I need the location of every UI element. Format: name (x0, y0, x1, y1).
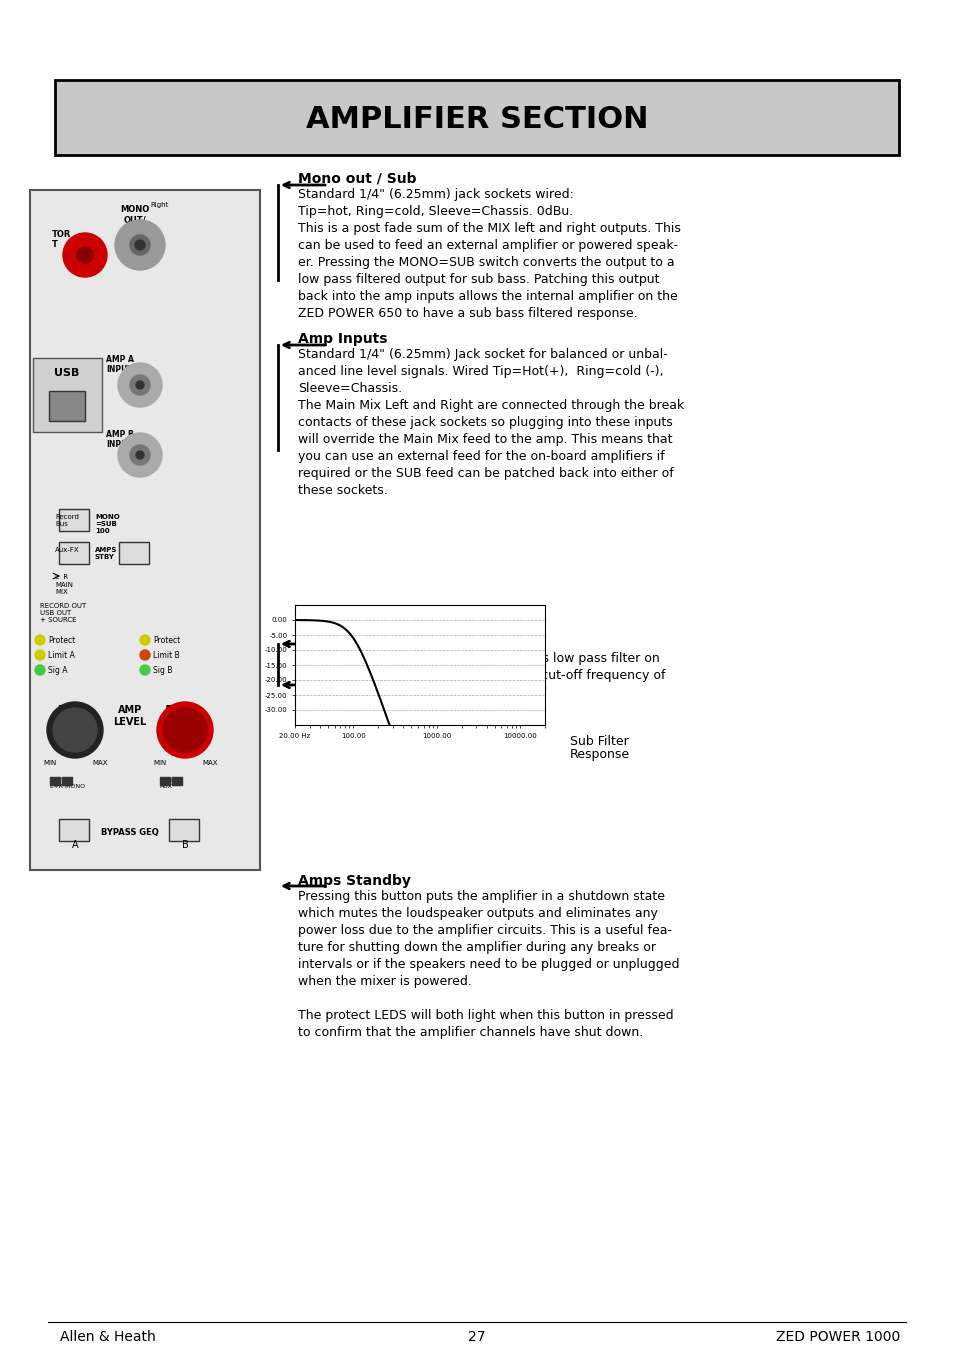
Circle shape (63, 233, 107, 277)
Text: Sub Filter: Sub Filter (569, 735, 628, 748)
Text: Sig B: Sig B (152, 667, 172, 675)
Text: Protect: Protect (48, 635, 75, 645)
Text: Allen & Heath: Allen & Heath (60, 1330, 155, 1344)
Circle shape (140, 635, 150, 645)
Circle shape (136, 452, 144, 458)
Text: T: T (52, 241, 58, 249)
Circle shape (77, 247, 92, 264)
Text: Mono = Sub: Mono = Sub (297, 635, 392, 650)
Text: Amps Standby: Amps Standby (297, 873, 411, 888)
Text: ZED POWER 1000: ZED POWER 1000 (775, 1330, 899, 1344)
Text: Limit A: Limit A (48, 652, 74, 660)
Text: Mono out / Sub: Mono out / Sub (297, 172, 416, 187)
Text: MIN: MIN (153, 760, 167, 767)
Circle shape (53, 708, 97, 752)
Text: MIN: MIN (43, 760, 56, 767)
FancyBboxPatch shape (55, 80, 898, 155)
Bar (62, 777, 71, 786)
Text: AMP A
INPUT: AMP A INPUT (106, 356, 133, 375)
Text: MAX: MAX (92, 760, 108, 767)
Text: L  R: L R (55, 575, 68, 580)
FancyBboxPatch shape (33, 358, 102, 433)
FancyBboxPatch shape (169, 819, 199, 841)
FancyBboxPatch shape (30, 191, 260, 869)
Text: TOR: TOR (52, 230, 71, 239)
FancyBboxPatch shape (59, 542, 89, 564)
Text: Standard 1/4" (6.25mm) jack sockets wired:
Tip=hot, Ring=cold, Sleeve=Chassis. 0: Standard 1/4" (6.25mm) jack sockets wire… (297, 188, 680, 320)
Text: AMP
LEVEL: AMP LEVEL (113, 704, 147, 726)
Circle shape (140, 650, 150, 660)
Text: MAIN
MIX: MAIN MIX (55, 581, 73, 595)
Text: AMP B
INPUT: AMP B INPUT (106, 430, 133, 449)
Circle shape (130, 445, 150, 465)
FancyBboxPatch shape (119, 542, 149, 564)
Text: A: A (71, 840, 78, 850)
Text: BYPASS GEQ: BYPASS GEQ (101, 827, 159, 837)
Text: MONO
OUT/
SUB: MONO OUT/ SUB (120, 206, 150, 235)
Text: Pressing this button puts the amplifier in a shutdown state
which mutes the loud: Pressing this button puts the amplifier … (297, 890, 679, 1038)
Text: B: B (165, 704, 176, 721)
Text: Response: Response (569, 748, 630, 761)
Text: Standard 1/4" (6.25mm) Jack socket for balanced or unbal-
anced line level signa: Standard 1/4" (6.25mm) Jack socket for b… (297, 347, 683, 498)
Text: Limit B: Limit B (152, 652, 179, 660)
Circle shape (118, 433, 162, 477)
Text: OUT: OUT (59, 406, 74, 412)
Text: Sig A: Sig A (48, 667, 68, 675)
Bar (160, 777, 170, 786)
FancyBboxPatch shape (49, 391, 85, 420)
Text: MONO
=SUB
100: MONO =SUB 100 (95, 514, 120, 534)
Text: Record
Bus: Record Bus (55, 514, 79, 527)
Text: USB: USB (54, 368, 80, 379)
Circle shape (163, 708, 207, 752)
Bar (50, 777, 60, 786)
Circle shape (115, 220, 165, 270)
FancyBboxPatch shape (59, 508, 89, 531)
Circle shape (47, 702, 103, 758)
Circle shape (136, 381, 144, 389)
Circle shape (135, 241, 145, 250)
Text: LEFT
L+R MONO: LEFT L+R MONO (50, 777, 85, 788)
Circle shape (35, 665, 45, 675)
Bar (172, 777, 182, 786)
FancyBboxPatch shape (59, 819, 89, 841)
Text: RECORD OUT
USB OUT
+ SOURCE: RECORD OUT USB OUT + SOURCE (40, 603, 86, 623)
Text: Aux-FX: Aux-FX (55, 548, 79, 553)
Text: A: A (55, 704, 67, 721)
Circle shape (35, 635, 45, 645)
Circle shape (140, 665, 150, 675)
Text: Protect: Protect (152, 635, 180, 645)
Circle shape (130, 375, 150, 395)
Text: AMPLIFIER SECTION: AMPLIFIER SECTION (305, 105, 648, 134)
Text: B: B (181, 840, 188, 850)
Text: MAX: MAX (202, 760, 217, 767)
Text: Right: Right (151, 201, 169, 208)
Circle shape (157, 702, 213, 758)
Text: 27: 27 (468, 1330, 485, 1344)
Text: AMPS
STBY: AMPS STBY (95, 548, 117, 560)
Text: Press this button to enable the sub bass low pass filter on
the mono output feed: Press this button to enable the sub bass… (297, 652, 665, 699)
Text: RIGHT
AUX: RIGHT AUX (160, 777, 179, 788)
Circle shape (35, 650, 45, 660)
Text: Amp Inputs: Amp Inputs (297, 333, 387, 346)
Circle shape (130, 235, 150, 256)
Circle shape (118, 362, 162, 407)
